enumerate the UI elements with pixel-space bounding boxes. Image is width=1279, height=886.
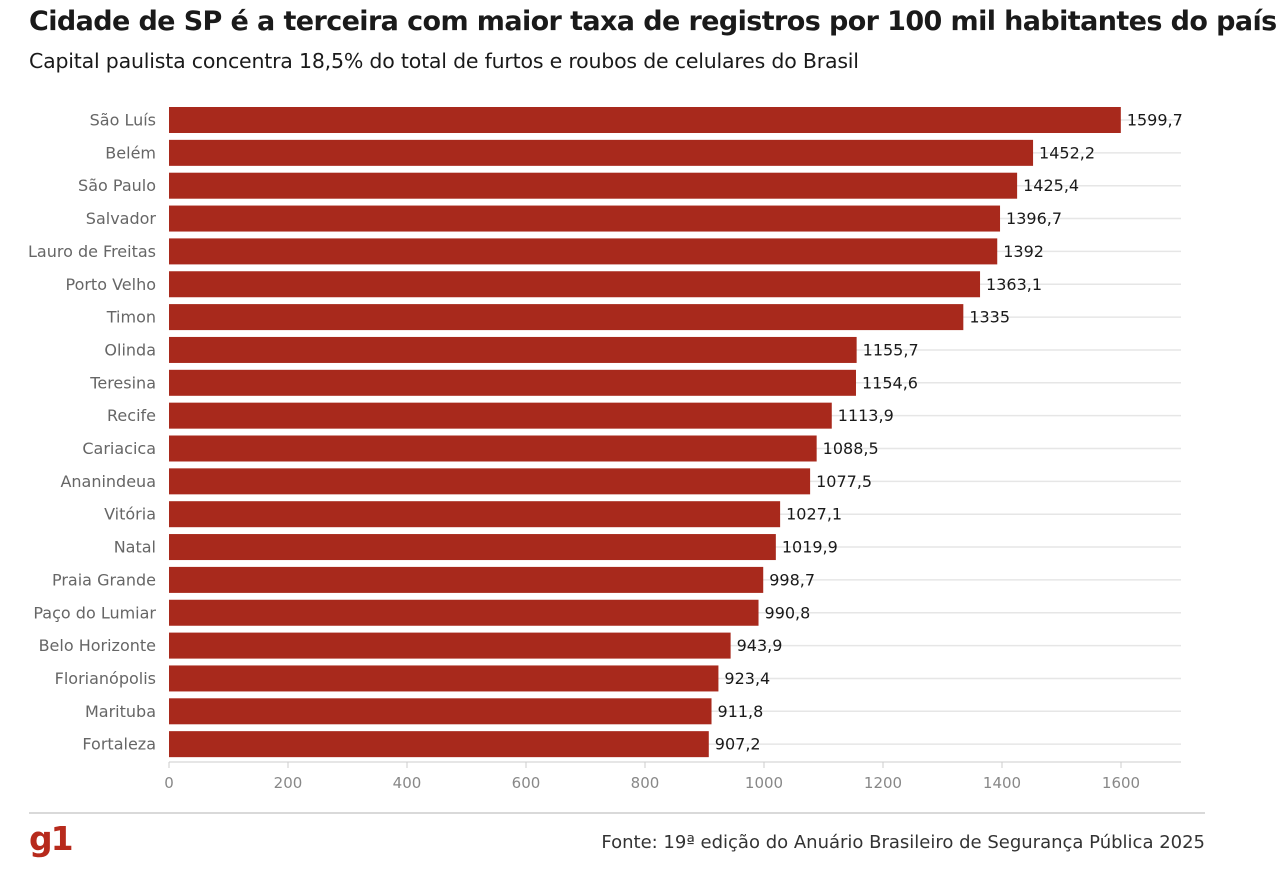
value-label: 907,2 bbox=[715, 735, 761, 754]
x-tick-label: 400 bbox=[393, 774, 422, 792]
category-label: Marituba bbox=[85, 702, 156, 721]
source-note: Fonte: 19ª edição do Anuário Brasileiro … bbox=[601, 832, 1205, 853]
category-label: Ananindeua bbox=[60, 472, 156, 491]
category-label: Teresina bbox=[89, 373, 156, 392]
footer-divider bbox=[29, 812, 1205, 814]
x-tick-label: 0 bbox=[164, 774, 174, 792]
category-label: São Paulo bbox=[78, 176, 156, 195]
category-label: Natal bbox=[114, 538, 156, 557]
bar bbox=[169, 599, 759, 626]
bar bbox=[169, 501, 781, 528]
category-label: Porto Velho bbox=[65, 275, 156, 294]
value-label: 998,7 bbox=[769, 570, 815, 589]
value-label: 1088,5 bbox=[823, 439, 879, 458]
bar bbox=[169, 665, 719, 692]
bar bbox=[169, 205, 1001, 232]
bar bbox=[169, 139, 1034, 166]
category-label: Florianópolis bbox=[55, 669, 156, 688]
chart-title: Cidade de SP é a terceira com maior taxa… bbox=[29, 6, 1277, 37]
value-label: 911,8 bbox=[718, 702, 764, 721]
value-label: 943,9 bbox=[737, 636, 783, 655]
category-label: Praia Grande bbox=[52, 570, 156, 589]
value-label: 1154,6 bbox=[862, 373, 918, 392]
category-label: Belém bbox=[105, 143, 156, 162]
value-label: 1019,9 bbox=[782, 538, 838, 557]
value-label: 1335 bbox=[969, 308, 1010, 327]
bar bbox=[169, 172, 1018, 199]
bar bbox=[169, 534, 776, 561]
value-label: 1396,7 bbox=[1006, 209, 1062, 228]
category-label: Paço do Lumiar bbox=[33, 603, 156, 622]
bar bbox=[169, 238, 998, 265]
category-label: Timon bbox=[106, 308, 156, 327]
g1-logo: g1 bbox=[29, 819, 74, 858]
x-tick-label: 1600 bbox=[1102, 774, 1140, 792]
bar bbox=[169, 271, 981, 298]
category-label: São Luís bbox=[90, 111, 156, 130]
chart-subtitle: Capital paulista concentra 18,5% do tota… bbox=[29, 49, 859, 73]
value-label: 1392 bbox=[1003, 242, 1044, 261]
category-label: Vitória bbox=[104, 505, 156, 524]
category-label: Cariacica bbox=[82, 439, 156, 458]
value-label: 1077,5 bbox=[816, 472, 872, 491]
bar bbox=[169, 107, 1121, 133]
x-tick-label: 1400 bbox=[983, 774, 1021, 792]
x-tick-label: 600 bbox=[512, 774, 541, 792]
bar bbox=[169, 632, 731, 659]
bar bbox=[169, 468, 811, 495]
category-label: Recife bbox=[107, 406, 156, 425]
value-label: 1363,1 bbox=[986, 275, 1042, 294]
value-label: 1113,9 bbox=[838, 406, 894, 425]
x-tick-label: 1200 bbox=[864, 774, 902, 792]
bar bbox=[169, 369, 856, 396]
value-label: 990,8 bbox=[765, 603, 811, 622]
x-tick-label: 800 bbox=[631, 774, 660, 792]
category-label: Olinda bbox=[104, 340, 156, 359]
category-label: Belo Horizonte bbox=[39, 636, 156, 655]
x-tick-label: 1000 bbox=[745, 774, 783, 792]
bar bbox=[169, 402, 832, 429]
bar bbox=[169, 731, 709, 758]
bar bbox=[169, 435, 817, 462]
category-label: Fortaleza bbox=[82, 735, 156, 754]
bar bbox=[169, 698, 712, 725]
value-label: 1599,7 bbox=[1127, 111, 1183, 130]
bar bbox=[169, 304, 964, 331]
value-label: 1027,1 bbox=[786, 505, 842, 524]
bars: São Luís 1599,7 Belém 1452,2 São Paulo 1425,4… bbox=[28, 107, 1183, 758]
value-label: 1425,4 bbox=[1023, 176, 1079, 195]
category-label: Lauro de Freitas bbox=[28, 242, 156, 261]
value-label: 1452,2 bbox=[1039, 143, 1095, 162]
bar bbox=[169, 566, 764, 593]
bar bbox=[169, 336, 857, 363]
bar-chart: São Luís 1599,7 Belém 1452,2 São Paulo 1425,4… bbox=[28, 107, 1183, 792]
category-label: Salvador bbox=[86, 209, 157, 228]
x-axis: 0 200 400 600 800 1000 1200 1400 1600 bbox=[164, 761, 1181, 792]
value-label: 923,4 bbox=[724, 669, 770, 688]
x-tick-label: 200 bbox=[274, 774, 303, 792]
value-label: 1155,7 bbox=[863, 340, 919, 359]
